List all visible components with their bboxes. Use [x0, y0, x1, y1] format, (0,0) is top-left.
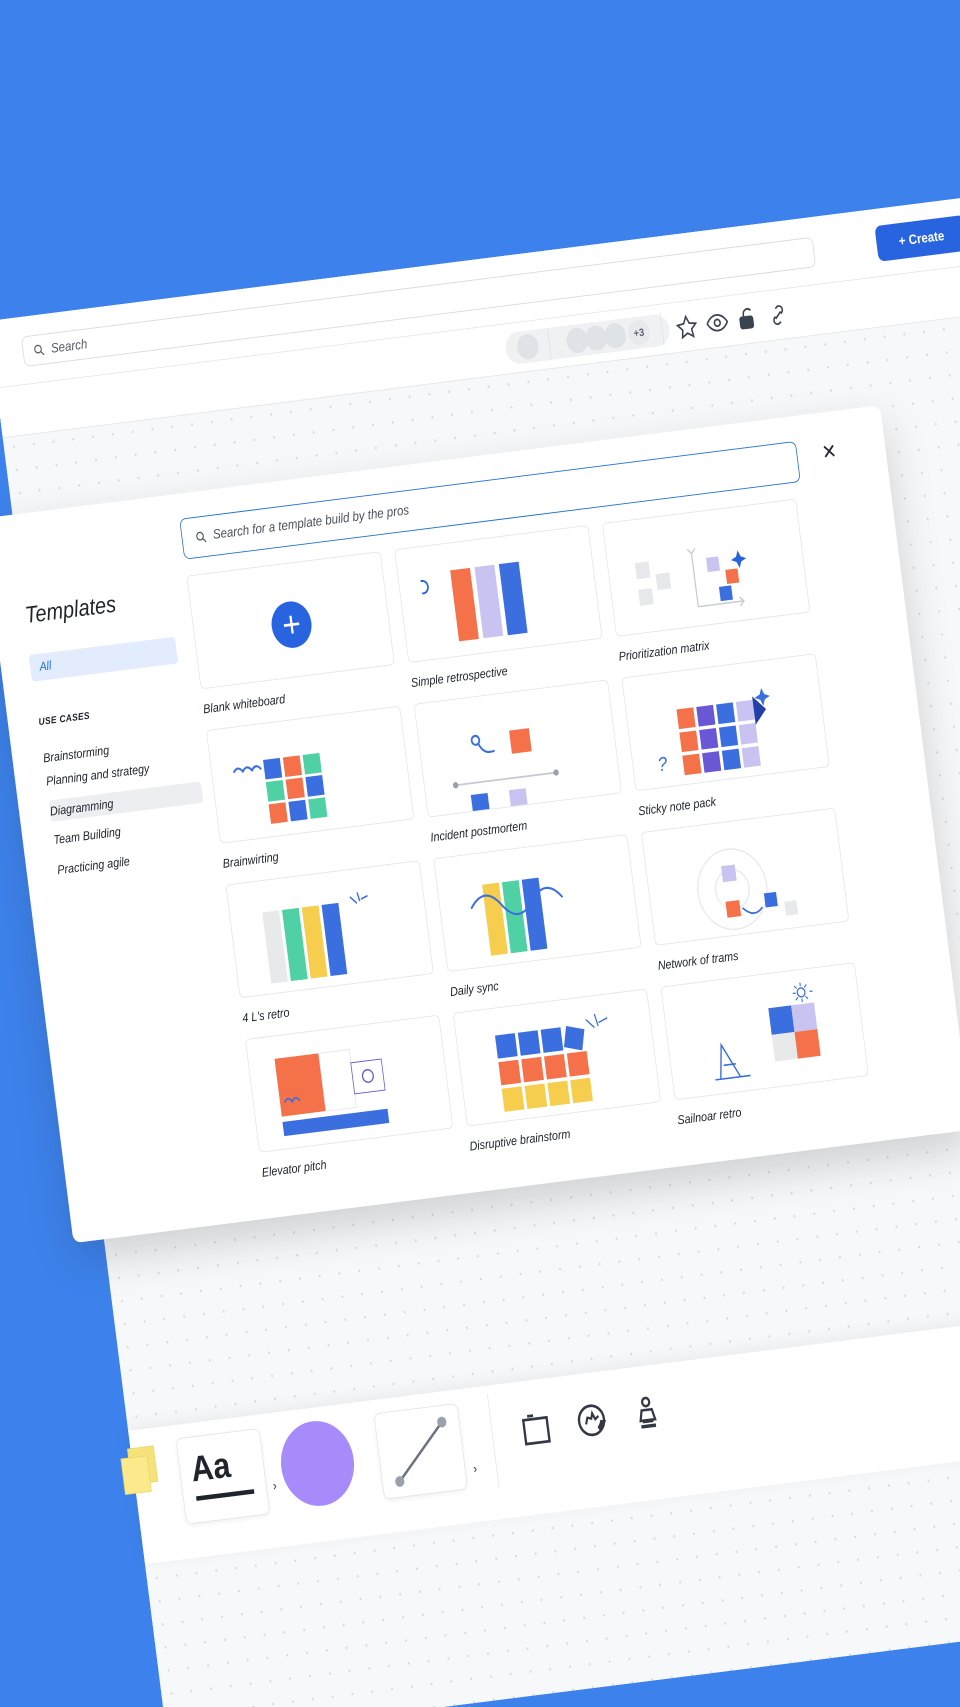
svg-text:?: ? [656, 752, 669, 776]
